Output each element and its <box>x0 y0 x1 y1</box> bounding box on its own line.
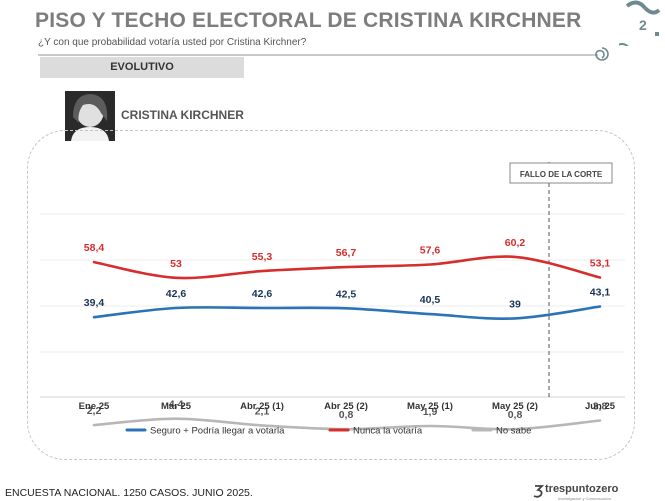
x-tick-label: Abr 25 (2) <box>324 401 368 412</box>
page-subtitle: ¿Y con que probabilidad votaría usted po… <box>38 37 307 48</box>
x-tick-label: May 25 (1) <box>407 401 453 412</box>
data-label-nunca: 53,1 <box>590 258 611 270</box>
series-line-nunca <box>92 255 602 280</box>
data-label-nosabe: 3,8 <box>593 401 608 413</box>
data-label-seguro: 42,5 <box>336 288 357 300</box>
data-label-seguro: 42,6 <box>252 288 273 300</box>
section-tag: EVOLUTIVO <box>40 57 244 78</box>
data-label-seguro: 39,4 <box>84 297 105 309</box>
data-label-nosabe: 2,1 <box>255 405 270 417</box>
annotation-box: FALLO DE LA CORTE <box>509 162 613 184</box>
svg-text:2: 2 <box>639 17 647 33</box>
brand-logo-icon <box>533 485 545 498</box>
data-label-seguro: 39 <box>509 298 521 310</box>
data-labels: 39,4 42,6 42,6 42,5 40,5 39 43,1 58,4 53 55,3 56,7… <box>84 237 611 421</box>
data-label-nunca: 53 <box>170 258 182 270</box>
data-label-seguro: 40,5 <box>420 294 441 306</box>
legend-label-seguro: Seguro + Podría llegar a votarla <box>150 426 285 437</box>
data-label-nunca: 55,3 <box>252 251 273 263</box>
x-tick-label: Mar 25 <box>161 401 192 412</box>
data-label-nosabe: 1,9 <box>423 406 438 418</box>
chart-panel <box>27 130 635 460</box>
data-label-nosabe: 2,2 <box>87 405 102 417</box>
chart-grid <box>40 213 625 398</box>
x-tick-label: May 25 (2) <box>492 401 538 412</box>
photo-icon <box>65 91 115 141</box>
data-label-nunca: 60,2 <box>505 237 526 249</box>
data-label-nosabe: 0,8 <box>508 409 523 421</box>
footer-note: ENCUESTA NACIONAL. 1250 CASOS. JUNIO 202… <box>5 487 253 499</box>
x-tick-labels: Ene 25 Mar 25 Abr 25 (1) Abr 25 (2) May 25 (… <box>79 401 616 412</box>
person-name: CRISTINA KIRCHNER <box>121 108 244 122</box>
chart-legend: Seguro + Podría llegar a votarla Nunca la… <box>125 426 531 437</box>
data-label-nunca: 57,6 <box>420 245 441 257</box>
x-tick-label: Ene 25 <box>79 401 110 412</box>
annotation-label: FALLO DE LA CORTE <box>520 170 603 179</box>
header-divider <box>38 54 598 56</box>
spiral-icon <box>595 47 609 61</box>
x-tick-label: Jun 25 <box>585 401 616 412</box>
annotation-frame <box>509 162 613 184</box>
data-label-nunca: 56,7 <box>336 247 357 259</box>
data-label-nosabe: 4,4 <box>169 399 184 411</box>
data-label-seguro: 42,6 <box>166 288 187 300</box>
data-label-nosabe: 0,8 <box>339 409 354 421</box>
brand-subtitle: Investigación y Comunicación <box>558 496 611 501</box>
series-line-seguro <box>92 305 602 320</box>
page-title: PISO Y TECHO ELECTORAL DE CRISTINA KIRCH… <box>35 9 582 32</box>
brand-name: trespuntozero <box>545 483 619 495</box>
legend-label-nunca: Nunca la votaría <box>353 426 423 437</box>
legend-label-nosabe: No sabe <box>496 426 531 437</box>
x-tick-label: Abr 25 (1) <box>240 401 284 412</box>
data-label-nunca: 58,4 <box>84 242 105 254</box>
data-label-seguro: 43,1 <box>590 287 611 299</box>
logo-icon: 2 <box>619 0 661 46</box>
